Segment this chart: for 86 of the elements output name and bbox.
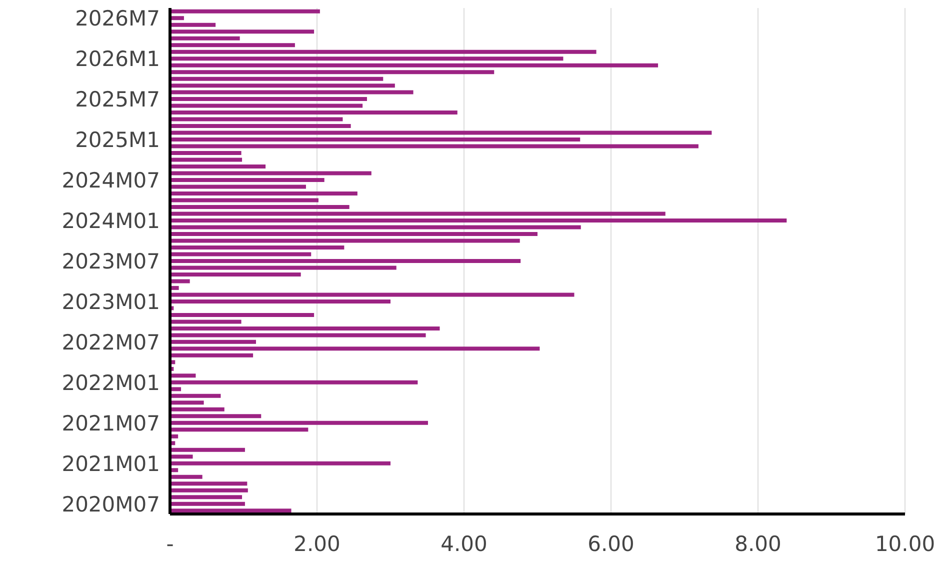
y-tick-label: 2025M1 — [75, 128, 160, 152]
bar — [170, 245, 344, 250]
bar — [170, 258, 521, 263]
bar — [170, 232, 538, 236]
bar — [170, 43, 295, 48]
bar — [170, 50, 596, 54]
bar — [170, 30, 314, 34]
x-tick-label: 8.00 — [734, 532, 782, 556]
bar — [170, 205, 350, 210]
bar — [170, 212, 666, 216]
bar — [170, 158, 242, 162]
bar — [170, 130, 712, 135]
bar — [170, 353, 254, 358]
bar — [170, 414, 262, 418]
bar — [170, 454, 193, 459]
bar — [170, 117, 343, 122]
bar — [170, 138, 580, 142]
bar — [170, 407, 224, 412]
bar — [170, 420, 428, 425]
bar — [170, 333, 426, 338]
bar — [170, 279, 190, 284]
bar — [170, 299, 390, 304]
bar — [170, 184, 306, 189]
bar — [170, 272, 301, 276]
bar — [170, 36, 240, 40]
bar — [170, 164, 266, 169]
bar — [170, 320, 242, 324]
bar — [170, 346, 540, 351]
bar — [170, 238, 520, 243]
bar — [170, 97, 367, 102]
y-tick-label: 2023M07 — [62, 249, 160, 274]
bar — [170, 502, 245, 506]
y-tick-label: 2022M01 — [62, 370, 160, 395]
bar — [170, 400, 204, 405]
y-tick-label: 2021M01 — [62, 452, 160, 476]
bar — [170, 178, 324, 182]
bar — [170, 474, 202, 479]
bar — [170, 482, 248, 486]
bar — [170, 171, 372, 176]
bar — [170, 218, 787, 222]
x-tick-label: 4.00 — [440, 532, 488, 556]
bar — [170, 292, 574, 297]
x-tick-label: 6.00 — [588, 532, 634, 556]
bar — [170, 461, 390, 466]
bar — [170, 144, 698, 148]
y-tick-label: 2026M1 — [75, 47, 160, 72]
bar — [170, 326, 440, 330]
bar — [170, 380, 418, 384]
bar — [170, 266, 396, 270]
bar — [170, 394, 221, 398]
y-tick-label: 2024M01 — [62, 208, 160, 233]
bar — [170, 428, 308, 432]
bar — [170, 340, 256, 344]
y-tick-label: 2026M7 — [75, 6, 160, 31]
bar — [170, 70, 494, 74]
bar — [170, 508, 292, 513]
bar — [170, 16, 184, 20]
bar — [170, 104, 363, 108]
bar — [170, 56, 564, 61]
bar — [170, 84, 395, 88]
bar — [170, 374, 196, 378]
bar — [170, 151, 242, 156]
y-tick-label: 2025M7 — [75, 88, 160, 112]
y-tick-label: 2022M07 — [62, 330, 160, 354]
y-tick-label: 2021M07 — [62, 411, 160, 436]
bar — [170, 9, 320, 14]
bar — [170, 110, 458, 115]
bar — [170, 124, 351, 128]
y-tick-label: 2023M01 — [62, 290, 160, 314]
bar — [170, 76, 384, 81]
bar — [170, 252, 312, 256]
bar — [170, 225, 581, 230]
x-tick-label: 10.00 — [874, 532, 936, 556]
bar — [170, 192, 358, 196]
x-tick-label: - — [166, 532, 174, 556]
bar — [170, 448, 245, 452]
x-tick-label: 2.00 — [294, 532, 340, 556]
bar — [170, 63, 658, 68]
bar — [170, 22, 216, 27]
y-tick-label: 2024M07 — [62, 168, 160, 192]
bar — [170, 488, 248, 492]
bar — [170, 90, 414, 94]
bar — [170, 198, 318, 202]
y-tick-label: 2020M07 — [62, 492, 160, 516]
bar — [170, 495, 242, 500]
bar — [170, 312, 314, 317]
